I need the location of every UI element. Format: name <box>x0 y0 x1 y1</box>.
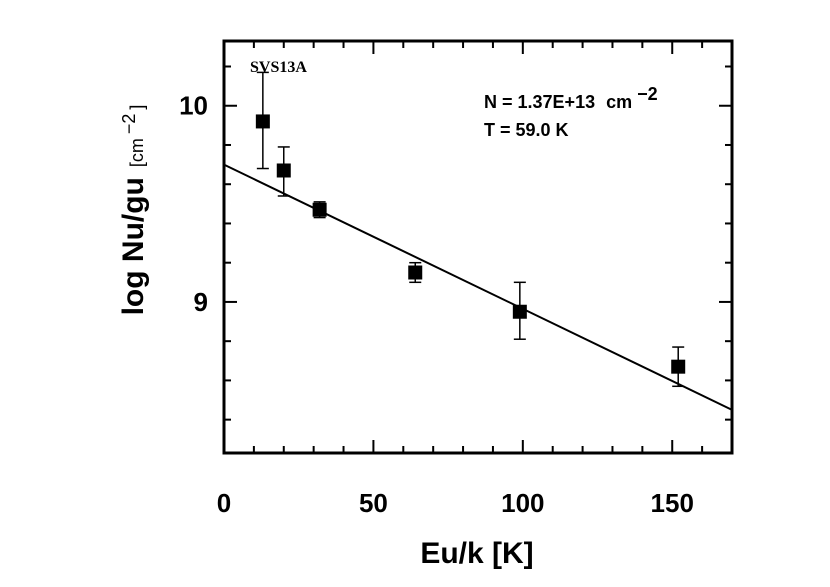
column-density-exponent: −2 <box>637 84 658 104</box>
x-tick-label: 50 <box>359 488 388 518</box>
y-axis-title-exponent: −2 <box>119 114 139 135</box>
y-axis-title: log Nu/gu [cm −2 ] <box>117 105 150 316</box>
fit-line-layer <box>223 163 733 411</box>
data-point-marker <box>512 304 527 319</box>
svg-text:log Nu/gu [cm −2: log Nu/gu [cm −2 ] <box>117 105 150 316</box>
x-tick-label: 100 <box>501 488 544 518</box>
column-density-value: N = 1.37E+13 <box>484 92 595 112</box>
y-tick-label: 9 <box>194 287 208 317</box>
source-label: SVS13A <box>250 59 307 76</box>
y-axis-title-close: ] <box>127 105 147 110</box>
fit-line <box>223 163 733 411</box>
x-tick-labels: 0 50 100 150 <box>217 488 694 518</box>
y-axis-title-main: log Nu/gu <box>117 177 150 315</box>
column-density-annotation: N = 1.37E+13 cm −2 <box>484 84 658 112</box>
x-tick-label: 150 <box>651 488 694 518</box>
x-axis-title: Eu/k [K] <box>420 537 533 570</box>
temperature-annotation: T = 59.0 K <box>484 120 569 140</box>
data-points-layer <box>255 71 686 388</box>
x-tick-label: 0 <box>217 488 231 518</box>
data-point-marker <box>408 265 423 280</box>
column-density-unit: cm <box>606 92 632 112</box>
data-point-marker <box>312 202 327 217</box>
data-point-marker <box>255 114 270 129</box>
data-point-marker <box>276 163 291 178</box>
plot-frame <box>222 39 734 455</box>
y-tick-labels: 9 10 <box>179 91 208 317</box>
y-tick-label: 10 <box>179 91 208 121</box>
data-point-marker <box>671 359 686 374</box>
y-axis-title-unit: [cm <box>127 138 147 167</box>
